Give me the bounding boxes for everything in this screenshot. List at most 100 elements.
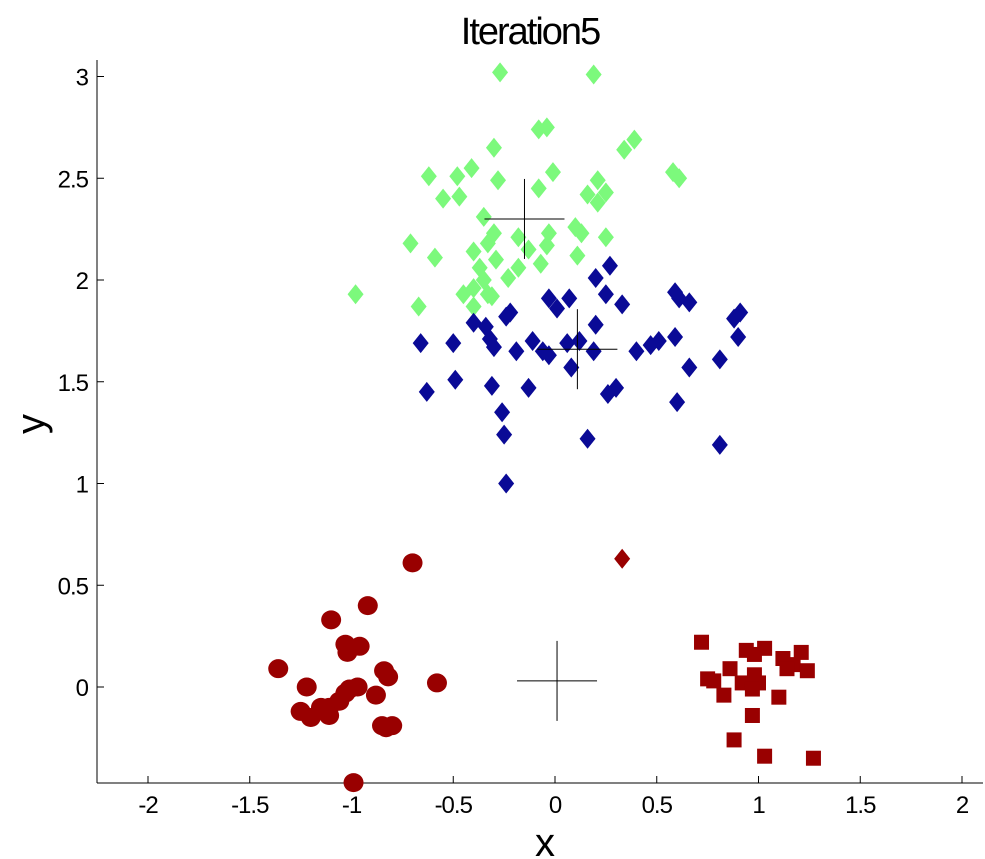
diamond-point — [732, 302, 749, 323]
diamond-point — [587, 267, 604, 288]
y-tick-label: 1.5 — [58, 370, 89, 397]
diamond-point — [711, 349, 728, 370]
diamond-point — [597, 227, 614, 248]
diamond-point — [626, 129, 643, 150]
diamond-point — [650, 331, 667, 352]
diamond-point — [538, 117, 555, 138]
diamond-point — [412, 333, 429, 354]
y-tick-label: 2 — [76, 268, 89, 295]
diamond-point — [524, 331, 541, 352]
y-tick-label: 1 — [76, 472, 89, 499]
diamond-point — [485, 137, 502, 158]
square-point — [805, 750, 821, 766]
diamond-point — [573, 223, 590, 244]
square-point — [799, 663, 815, 679]
diamond-point — [614, 294, 631, 315]
chart-title: Iteration5 — [461, 11, 600, 53]
diamond-point — [451, 186, 468, 207]
square-point — [716, 687, 732, 703]
x-tick-label: -0.5 — [435, 792, 473, 819]
diamond-point — [496, 424, 513, 445]
diamond-point — [492, 62, 509, 83]
diamond-point — [435, 188, 452, 209]
diamond-point — [465, 296, 482, 317]
diamond-point — [418, 381, 435, 402]
diamond-point — [669, 392, 686, 413]
circle-point — [343, 773, 364, 793]
diamond-point — [589, 170, 606, 191]
square-point — [771, 689, 787, 705]
diamond-point — [711, 434, 728, 455]
diamond-point — [601, 255, 618, 276]
circle-point — [426, 673, 447, 693]
y-tick-label: 2.5 — [58, 166, 89, 193]
diamond-point — [487, 249, 504, 270]
diamond-point — [347, 284, 364, 305]
centroid-marker — [517, 640, 598, 721]
square-point — [706, 673, 722, 689]
centroid-marker — [537, 309, 618, 390]
circle-point — [321, 610, 342, 630]
diamond-point — [579, 428, 596, 449]
diamond-point — [445, 333, 462, 354]
diamond-point — [530, 178, 547, 199]
x-tick-label: 0.5 — [642, 792, 673, 819]
diamond-point — [616, 139, 633, 160]
diamond-point — [538, 235, 555, 256]
diamond-point — [681, 357, 698, 378]
y-tick-label: 0 — [76, 675, 89, 702]
centroid-markers — [484, 178, 618, 721]
square-point — [726, 732, 742, 748]
diamond-point — [520, 239, 537, 260]
diamond-point — [571, 331, 588, 352]
diamond-point — [671, 168, 688, 189]
diamond-point — [498, 306, 515, 327]
diamond-point — [455, 284, 472, 305]
y-tick-label: 3 — [76, 65, 89, 92]
diamond-point — [465, 241, 482, 262]
square-point — [779, 661, 795, 677]
diamond-point — [561, 288, 578, 309]
diamond-point — [510, 257, 527, 278]
circle-point — [268, 659, 289, 679]
diamond-point — [681, 292, 698, 313]
y-tick-label: 0.5 — [58, 573, 89, 600]
circle-point — [319, 705, 340, 725]
centroid-marker — [484, 178, 565, 259]
diamond-point — [498, 473, 515, 494]
diamond-point — [532, 253, 549, 274]
diamond-point — [500, 267, 517, 288]
diamond-point — [614, 548, 631, 569]
diamond-point — [485, 337, 502, 358]
diamond-point — [563, 357, 580, 378]
x-tick-label: 0 — [549, 792, 562, 819]
circle-point — [378, 667, 399, 687]
circle-point — [337, 642, 358, 662]
diamond-point — [520, 377, 537, 398]
x-axis-label: x — [535, 821, 555, 859]
square-point — [757, 748, 773, 764]
circle-point — [365, 685, 386, 705]
diamond-point — [599, 383, 616, 404]
diamond-point — [483, 286, 500, 307]
diamond-point — [589, 192, 606, 213]
circle-point — [402, 553, 423, 573]
diamond-point — [494, 402, 511, 423]
diamond-point — [585, 64, 602, 85]
diamond-point — [449, 166, 466, 187]
square-point — [694, 634, 710, 650]
diamond-point — [510, 227, 527, 248]
square-point — [746, 646, 762, 662]
diamond-point — [597, 182, 614, 203]
x-tick-label: 1.5 — [845, 792, 876, 819]
x-tick-label: 2 — [956, 792, 969, 819]
diamond-point — [479, 233, 496, 254]
circle-point — [300, 708, 321, 728]
diamond-point — [585, 341, 602, 362]
diamond-point — [549, 298, 566, 319]
square-point — [793, 644, 809, 660]
diamond-point — [540, 288, 557, 309]
y-axis-label: y — [9, 414, 53, 434]
x-tick-label: 1 — [752, 792, 765, 819]
